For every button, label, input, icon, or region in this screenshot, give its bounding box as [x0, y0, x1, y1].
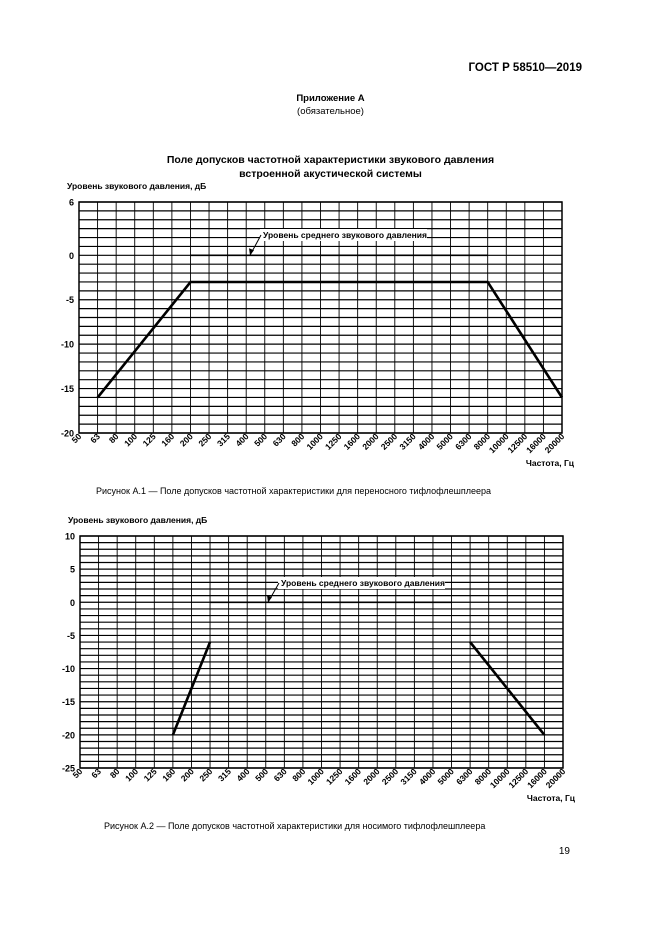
x-tick-label: 10000 — [488, 766, 512, 790]
x-axis-label: Частота, Гц — [526, 458, 575, 468]
x-tick-label: 1600 — [343, 766, 364, 787]
y-tick-label: 5 — [70, 565, 75, 575]
y-tick-label: -20 — [62, 730, 75, 740]
y-axis-label: Уровень звукового давления, дБ — [68, 515, 207, 525]
x-tick-label: 2000 — [361, 766, 382, 787]
tolerance-boundary-line — [469, 641, 546, 736]
document-number: ГОСТ Р 58510—2019 — [468, 62, 582, 74]
annotation-arrowhead — [267, 595, 272, 603]
x-tick-label: 16000 — [525, 766, 549, 790]
tolerance-boundary-line — [171, 641, 212, 736]
tolerance-boundary-line — [96, 280, 564, 399]
y-tick-label: -20 — [61, 429, 74, 439]
annotation-background — [278, 577, 445, 589]
appendix-heading: Приложение А (обязательное) — [0, 92, 661, 118]
x-tick-label: 12500 — [506, 766, 530, 790]
x-tick-label: 6300 — [454, 766, 475, 787]
y-tick-label: -5 — [67, 631, 75, 641]
section-title: Поле допусков частотной характеристики з… — [0, 153, 661, 181]
section-title-line-2: встроенной акустической системы — [239, 168, 422, 180]
y-tick-label: 0 — [70, 598, 75, 608]
x-tick-label: 1000 — [305, 766, 326, 787]
annotation-background — [260, 229, 427, 241]
x-tick-label: 4000 — [417, 766, 438, 787]
plot-border — [78, 201, 563, 434]
y-tick-label: -10 — [61, 340, 74, 350]
appendix-status: (обязательное) — [297, 106, 364, 117]
y-tick-label: 10 — [65, 532, 75, 542]
page-number: 19 — [558, 846, 570, 857]
x-axis-label: Частота, Гц — [527, 793, 576, 803]
y-tick-label: 6 — [69, 198, 74, 208]
plot-border — [79, 535, 564, 769]
section-title-line-1: Поле допусков частотной характеристики з… — [166, 154, 495, 166]
y-tick-label: -15 — [62, 697, 75, 707]
x-tick-label: 1250 — [324, 766, 345, 787]
y-tick-label: -15 — [61, 384, 74, 394]
x-tick-label: 3150 — [398, 766, 419, 787]
figure-caption-1: Рисунок А.1 — Поле допусков частотной ха… — [96, 486, 491, 496]
y-tick-label: -5 — [66, 295, 74, 305]
mean-level-annotation: Уровень среднего звукового давления — [281, 578, 445, 588]
mean-level-annotation: Уровень среднего звукового давления — [263, 230, 427, 240]
y-tick-label: -25 — [62, 764, 75, 774]
x-tick-label: 5000 — [436, 766, 457, 787]
appendix-title: Приложение А — [296, 93, 365, 104]
x-tick-label: 2500 — [380, 766, 401, 787]
annotation-arrowhead — [249, 248, 254, 256]
figure-caption-2: Рисунок А.2 — Поле допусков частотной ха… — [104, 821, 486, 831]
y-tick-label: -10 — [62, 664, 75, 674]
y-tick-label: 0 — [69, 251, 74, 261]
x-tick-label: 20000 — [544, 766, 568, 790]
y-axis-label: Уровень звукового давления, дБ — [67, 181, 206, 191]
